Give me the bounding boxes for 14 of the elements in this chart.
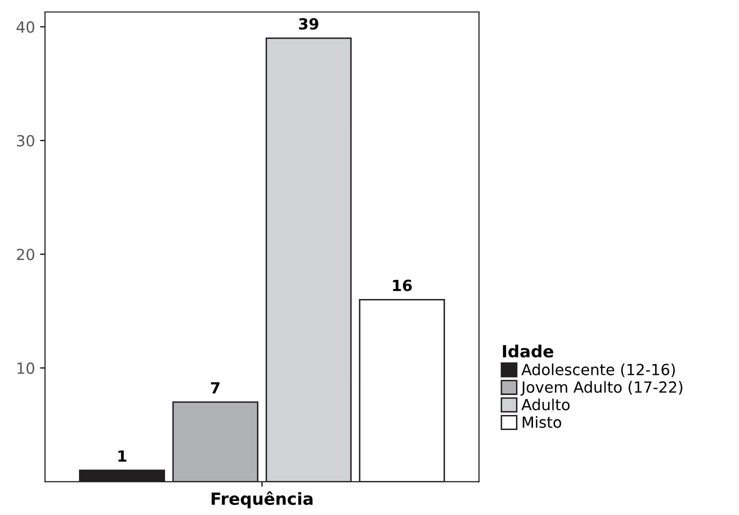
data-label: 16	[393, 280, 412, 292]
legend-label: Adolescente (12-16)	[521, 364, 675, 378]
data-label: 39	[299, 18, 318, 30]
y-tick-label: 20	[16, 248, 34, 260]
legend-label: Misto	[522, 416, 562, 428]
data-label: 1	[118, 450, 126, 462]
data-label: 7	[211, 382, 220, 394]
x-tick-label: Frequência	[212, 491, 313, 508]
legend-label: Jovem Adulto (17-22)	[520, 381, 682, 396]
y-tick-label: 30	[17, 134, 34, 147]
legend-label: Adulto	[521, 398, 570, 410]
legend-title: Idade	[502, 344, 554, 358]
y-tick-label: 40	[16, 21, 34, 33]
y-tick-label: 10	[18, 362, 34, 374]
